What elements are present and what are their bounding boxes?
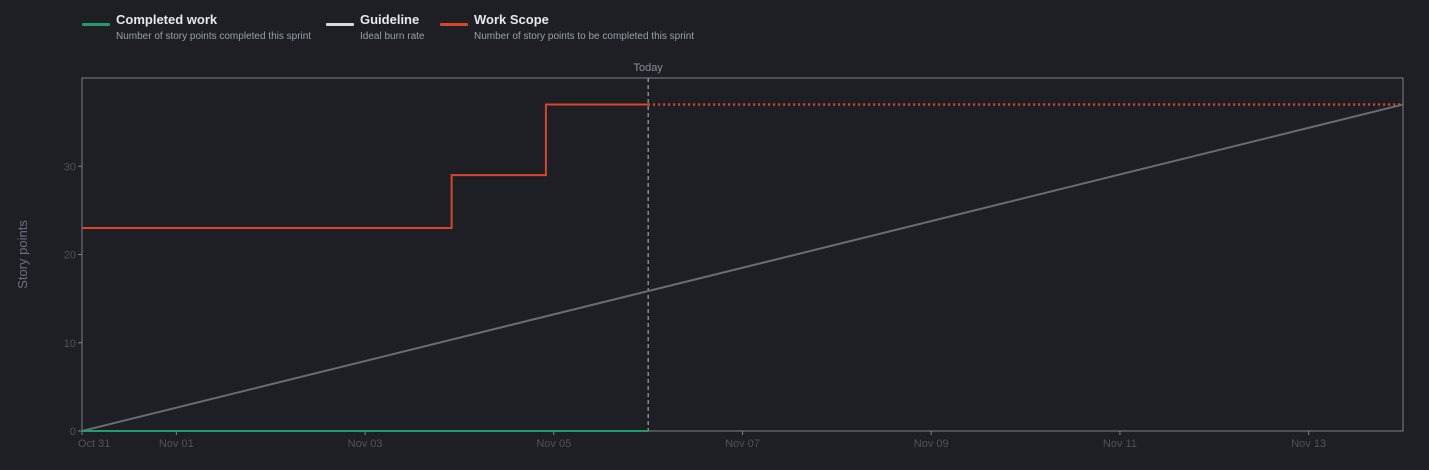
y-tick-label-10: 10 bbox=[64, 338, 76, 350]
x-tick-label-nov-09: Nov 09 bbox=[914, 438, 949, 450]
y-tick-label-20: 20 bbox=[64, 250, 76, 262]
y-tick-label-30: 30 bbox=[64, 161, 76, 173]
legend-swatch-work-scope bbox=[440, 23, 468, 26]
x-tick-label-nov-11: Nov 11 bbox=[1103, 438, 1137, 450]
legend-title: Work Scope bbox=[474, 12, 549, 27]
x-tick-label-nov-05: Nov 05 bbox=[536, 438, 571, 450]
legend-title: Guideline bbox=[360, 12, 420, 27]
legend-description: Ideal burn rate bbox=[360, 31, 425, 42]
legend-description: Number of story points to be completed t… bbox=[474, 31, 695, 42]
plot-frame bbox=[81, 77, 1404, 432]
x-tick-label-nov-13: Nov 13 bbox=[1291, 438, 1326, 450]
y-axis-title: Story points bbox=[15, 220, 30, 289]
y-tick-label-0: 0 bbox=[70, 426, 76, 438]
x-tick-label-nov-07: Nov 07 bbox=[725, 438, 760, 450]
legend-description: Number of story points completed this sp… bbox=[116, 31, 312, 42]
legend-title: Completed work bbox=[116, 12, 218, 27]
legend-swatch-guideline bbox=[326, 23, 354, 26]
today-marker-label: Today bbox=[633, 62, 663, 74]
x-tick-label-nov-03: Nov 03 bbox=[348, 438, 383, 450]
legend-swatch-completed-work bbox=[82, 23, 110, 26]
chart-legend: Completed work Number of story points co… bbox=[0, 0, 1429, 60]
x-tick-label-nov-01: Nov 01 bbox=[159, 438, 194, 450]
x-tick-label-oct-31: Oct 31 bbox=[78, 438, 110, 450]
series-line-guideline bbox=[81, 103, 1404, 432]
series-line-work-scope bbox=[82, 103, 649, 229]
